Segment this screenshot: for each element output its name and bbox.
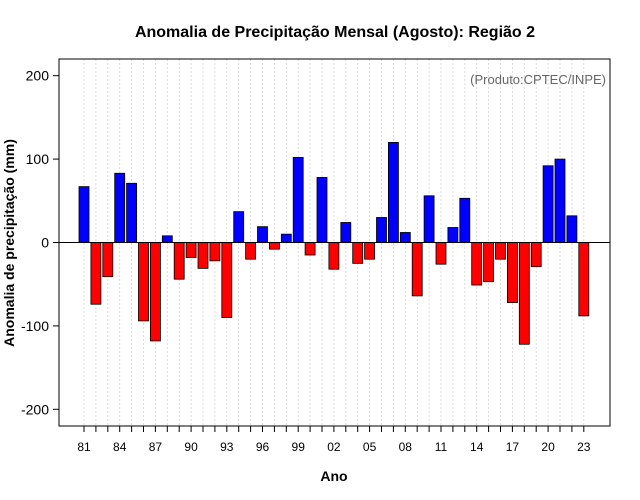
bar-2020 [542, 165, 554, 243]
xtick-label: 99 [292, 440, 306, 454]
xtick-label: 93 [220, 440, 234, 454]
bar-2017 [506, 242, 518, 303]
xtick-label: 23 [577, 440, 591, 454]
ytick-label: 100 [26, 151, 50, 167]
x-axis: 81 84 87 90 93 96 99 02 05 08 11 14 17 20 23 [77, 426, 591, 454]
ytick-label: -100 [21, 318, 49, 334]
xtick-label: 08 [399, 440, 413, 454]
bar-2001 [316, 177, 328, 243]
bar-1984 [114, 172, 126, 243]
bar-1991 [197, 242, 209, 269]
bar-2019 [530, 242, 542, 268]
ytick-label: -200 [21, 401, 49, 417]
bar-1990 [185, 242, 197, 258]
bar-2022 [566, 215, 578, 243]
bar-2009 [411, 242, 423, 297]
bar-1983 [102, 242, 114, 278]
bar-2015 [483, 242, 495, 283]
bar-1992 [209, 242, 221, 262]
xtick-label: 14 [470, 440, 484, 454]
bar-1995 [245, 242, 257, 260]
chart-title: Anomalia de Precipitação Mensal (Agosto)… [135, 24, 535, 41]
bar-2006 [376, 217, 387, 243]
bar-1987 [149, 242, 161, 342]
vertical-gridlines [83, 59, 585, 426]
bar-2003 [340, 222, 352, 243]
xtick-label: 84 [113, 440, 127, 454]
bar-1985 [126, 182, 137, 243]
bar-2004 [352, 242, 364, 264]
bars [78, 142, 590, 345]
bar-2023 [578, 242, 590, 317]
bar-1981 [78, 186, 90, 243]
bar-2013 [459, 197, 471, 243]
bar-1994 [233, 211, 245, 243]
bar-2007 [387, 142, 399, 243]
bar-2011 [435, 242, 447, 265]
xtick-label: 96 [256, 440, 270, 454]
bar-2008 [399, 232, 411, 243]
x-axis-label: Ano [320, 468, 347, 484]
bar-2014 [471, 242, 483, 286]
xtick-label: 11 [435, 440, 448, 454]
ytick-label: 200 [26, 68, 50, 84]
ytick-label: 0 [41, 235, 49, 251]
xtick-label: 20 [541, 440, 555, 454]
bar-2000 [304, 242, 316, 256]
bar-2021 [554, 158, 566, 243]
xtick-label: 05 [363, 440, 377, 454]
source-annotation: (Produto:CPTEC/INPE) [470, 72, 606, 87]
bar-1982 [90, 242, 102, 305]
bar-1993 [221, 242, 233, 318]
xtick-label: 90 [184, 440, 198, 454]
xtick-label: 87 [149, 440, 163, 454]
xtick-label: 81 [77, 440, 91, 454]
bar-1999 [292, 157, 304, 243]
bar-2016 [495, 242, 506, 260]
bar-2018 [518, 242, 530, 345]
bar-2002 [328, 242, 340, 270]
bar-1989 [173, 242, 185, 280]
bar-2010 [423, 195, 435, 243]
bar-1997 [268, 242, 280, 250]
y-axis: -200 -100 0 100 200 [21, 68, 59, 417]
bar-1986 [138, 242, 149, 322]
bar-1996 [257, 226, 268, 243]
bar-2005 [364, 242, 376, 260]
xtick-label: 02 [327, 440, 341, 454]
y-axis-label: Anomalia de precipitação (mm) [1, 139, 17, 347]
bar-2012 [447, 227, 459, 243]
bar-1998 [280, 233, 292, 243]
bar-1988 [161, 235, 173, 243]
xtick-label: 17 [506, 440, 520, 454]
